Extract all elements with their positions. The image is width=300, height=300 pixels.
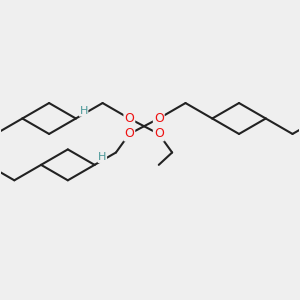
Text: O: O xyxy=(154,128,164,140)
Text: O: O xyxy=(154,112,164,125)
Text: H: H xyxy=(98,152,106,162)
Text: O: O xyxy=(124,128,134,140)
Text: O: O xyxy=(124,112,134,125)
Text: H: H xyxy=(80,106,88,116)
